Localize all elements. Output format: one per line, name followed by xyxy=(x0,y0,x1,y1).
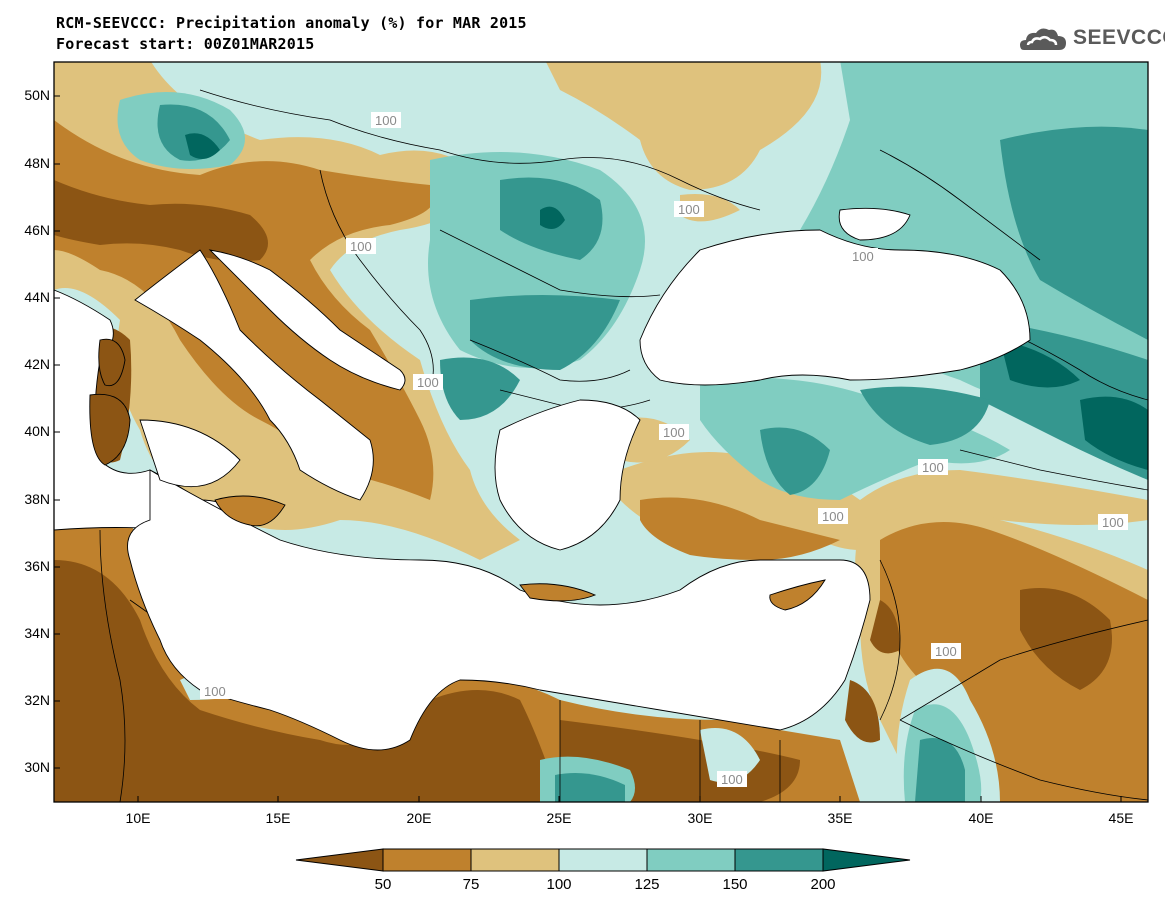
colorbar-low-triangle xyxy=(295,848,384,872)
lon-tick-label: 25E xyxy=(546,810,572,826)
lon-tick-label: 30E xyxy=(687,810,713,826)
contour-label-text: 100 xyxy=(663,425,685,440)
lat-tick-label: 36N xyxy=(24,558,50,574)
lon-tick-label: 10E xyxy=(125,810,151,826)
contour-label-text: 100 xyxy=(922,460,944,475)
colorbar-label: 200 xyxy=(810,876,836,893)
colorbar-segment xyxy=(646,848,736,872)
colorbar-label: 50 xyxy=(374,876,392,893)
contour-label: 100 xyxy=(674,201,704,217)
lat-tick-label: 42N xyxy=(24,356,50,372)
contour-label-text: 100 xyxy=(375,113,397,128)
contour-label-text: 100 xyxy=(935,644,957,659)
lon-tick-label: 35E xyxy=(827,810,853,826)
contour-label-text: 100 xyxy=(721,772,743,787)
contour-label: 100 xyxy=(848,248,878,264)
contour-label: 100 xyxy=(717,771,747,787)
contour-label-text: 100 xyxy=(204,684,226,699)
cloud-logo-icon xyxy=(1020,28,1066,50)
contour-label: 100 xyxy=(200,683,230,699)
colorbar-label: 75 xyxy=(462,876,480,893)
contour-label-text: 100 xyxy=(852,249,874,264)
forecast-start-label: Forecast start: 00Z01MAR2015 xyxy=(56,35,315,53)
contour-label: 100 xyxy=(371,112,401,128)
contour-label: 100 xyxy=(918,459,948,475)
map-title: RCM-SEEVCCC: Precipitation anomaly (%) f… xyxy=(56,14,527,32)
colorbar-segment xyxy=(470,848,560,872)
lat-tick-label: 40N xyxy=(24,423,50,439)
colorbar-segment xyxy=(558,848,648,872)
contour-label: 100 xyxy=(818,508,848,524)
colorbar-segment xyxy=(734,848,824,872)
contour-label-text: 100 xyxy=(822,509,844,524)
contour-labels: 100 100 100 100 100 100 100 100 100 100 … xyxy=(200,112,1128,787)
contour-label: 100 xyxy=(346,238,376,254)
colorbar-high-triangle xyxy=(822,848,911,872)
lat-tick-label: 30N xyxy=(24,759,50,775)
lon-tick-label: 40E xyxy=(968,810,994,826)
colorbar-label: 100 xyxy=(546,876,572,893)
lon-tick-label: 15E xyxy=(265,810,291,826)
colorbar xyxy=(295,848,911,872)
lat-tick-label: 48N xyxy=(24,155,50,171)
lat-tick-label: 34N xyxy=(24,625,50,641)
colorbar-segment xyxy=(382,848,472,872)
contour-label: 100 xyxy=(659,424,689,440)
contour-label-text: 100 xyxy=(1102,515,1124,530)
colorbar-label: 150 xyxy=(722,876,748,893)
contour-label: 100 xyxy=(1098,514,1128,530)
colorbar-label: 125 xyxy=(634,876,660,893)
lon-tick-label: 45E xyxy=(1108,810,1134,826)
lat-tick-label: 32N xyxy=(24,692,50,708)
lon-tick-label: 20E xyxy=(406,810,432,826)
contour-label: 100 xyxy=(413,374,443,390)
contour-label-text: 100 xyxy=(417,375,439,390)
seas xyxy=(53,207,1031,751)
lat-tick-label: 38N xyxy=(24,491,50,507)
axis-ticks xyxy=(54,95,1122,802)
lat-tick-label: 50N xyxy=(24,87,50,103)
lat-tick-label: 46N xyxy=(24,222,50,238)
contour-label-text: 100 xyxy=(678,202,700,217)
islands xyxy=(89,338,826,611)
contour-label: 100 xyxy=(931,643,961,659)
contour-label-text: 100 xyxy=(350,239,372,254)
logo-text: SEEVCCC xyxy=(1073,26,1165,49)
lat-tick-label: 44N xyxy=(24,289,50,305)
